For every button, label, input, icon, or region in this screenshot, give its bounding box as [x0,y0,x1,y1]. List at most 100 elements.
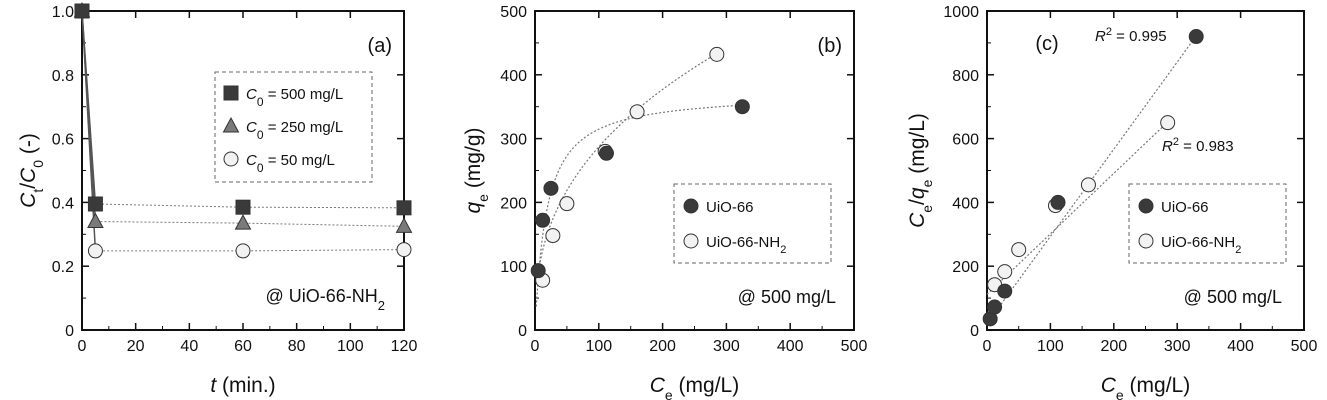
data-point [395,217,413,233]
y-tick-label: 0.4 [52,195,74,212]
r2-label: R2 = 0.983 [1162,136,1234,155]
y-tick-label: 100 [500,259,527,276]
data-point [87,243,103,259]
legend-box [673,183,832,264]
data-point [87,196,103,212]
y-tick-label: 0.8 [52,68,74,85]
x-tick-label: 0 [78,338,87,355]
data-point [559,196,575,212]
y-tick-label: 1.0 [52,4,74,21]
data-point [396,200,412,216]
x-tick-label: 100 [585,338,612,355]
panel-label: (b) [818,35,842,57]
panel-label: (c) [1035,33,1058,55]
data-point [987,299,1003,315]
data-point [1050,194,1066,210]
plot-frame [534,10,855,331]
data-point [87,212,104,229]
panel-label: (a) [368,35,392,57]
plot-frame [986,10,1305,331]
y-tick-label: 300 [500,132,527,149]
y-tick-label: 1000 [943,4,979,21]
legend-label: C0 = 50 mg/L [246,152,335,175]
panel-a: 0 20 40 60 80 100 120 0 0.2 0.4 0.6 0.8 1.0 t (min.) C… [17,1,418,397]
y-tick-label: 600 [952,132,979,149]
fit-line [986,121,1169,295]
r2-label: R2 = 0.995 [1095,26,1167,45]
data-point [234,214,252,230]
y-tick-label: 400 [952,195,979,212]
y-tick-label: 200 [952,259,979,276]
data-point [530,263,546,279]
x-tick-label: 100 [1037,338,1064,355]
data-point [1080,177,1096,193]
data-point [235,243,251,259]
legend-marker [222,116,240,133]
x-tick-label: 0 [983,338,992,355]
x-tick-label: 100 [337,338,364,355]
data-point [74,3,90,19]
legend-marker [223,151,239,167]
x-tick-label: 40 [180,338,198,355]
legend-label: UiO-66-NH2 [1161,234,1241,256]
y-tick-label: 800 [952,68,979,85]
data-point [535,212,551,228]
data-point [1011,242,1027,258]
panel-c: 0 100 200 300 400 500 0 200 400 600 800 1000 Ce (mg/… [906,4,1317,400]
legend-marker [683,198,699,214]
fit-curve [535,104,742,307]
x-tick-label: 200 [649,338,676,355]
legend-marker [1138,198,1154,214]
y-tick-label: 0.6 [52,132,74,149]
annotation: @ 500 mg/L [738,287,836,307]
data-point [545,228,561,244]
legend-label: C0 = 250 mg/L [246,119,343,142]
data-point [709,46,725,62]
x-tick-label: 300 [1164,338,1191,355]
data-point [1160,115,1176,131]
legend-marker [223,85,239,101]
data-point [235,199,251,215]
panel-b: 0 100 200 300 400 500 0 100 200 300 400 500 Ce (mg/L… [462,4,867,400]
y-axis-label: Ce/qe (mg/L) [906,113,935,228]
x-tick-label: 120 [391,338,418,355]
legend-marker [1138,233,1154,249]
legend-label: UiO-66 [1161,199,1209,216]
data-point [598,145,614,161]
y-tick-label: 0 [970,323,979,340]
data-point [734,99,750,115]
y-tick-label: 0 [65,323,74,340]
decay-line [81,10,97,251]
annotation: @ 500 mg/L [1184,287,1282,307]
x-tick-label: 60 [234,338,252,355]
y-axis-label: qe (mg/g) [462,128,491,214]
x-tick-label: 200 [1100,338,1127,355]
y-tick-label: 500 [500,4,527,21]
x-tick-label: 0 [531,338,540,355]
fit-curve [539,53,717,263]
x-axis-label: Ce (mg/L) [1101,374,1190,400]
legend-label: UiO-66 [706,199,754,216]
y-axis-label: Ct/C0 (-) [17,133,46,208]
y-tick-label: 200 [500,195,527,212]
x-tick-label: 300 [713,338,740,355]
data-point [543,180,559,196]
legend-box [1128,183,1287,264]
x-axis-label: t (min.) [210,374,275,397]
y-tick-label: 0.2 [52,259,74,276]
x-tick-label: 20 [127,338,145,355]
data-point [997,264,1013,280]
legend-marker [683,233,699,249]
x-tick-label: 500 [1291,338,1318,355]
x-axis-label: Ce (mg/L) [650,374,739,400]
y-tick-label: 0 [518,323,527,340]
data-point [997,283,1013,299]
data-point [629,104,645,120]
x-tick-label: 400 [1227,338,1254,355]
annotation: @ UiO-66-NH2 [265,286,385,313]
data-point [396,242,412,258]
data-point [1188,29,1204,45]
x-tick-label: 500 [841,338,868,355]
x-tick-label: 400 [777,338,804,355]
